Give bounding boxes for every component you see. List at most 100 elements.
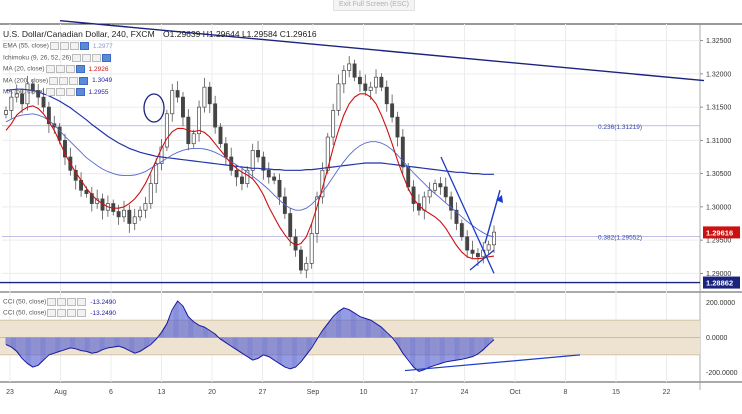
candle-body (486, 244, 491, 251)
candle-body (4, 110, 8, 115)
gear-icon[interactable] (57, 298, 67, 306)
cci-legend-value: -13.2490 (90, 309, 117, 317)
candle-body (272, 176, 277, 181)
eye-icon[interactable] (47, 309, 57, 317)
candle-body (374, 76, 378, 88)
candle-body (148, 183, 153, 204)
close-icon[interactable] (92, 53, 102, 62)
indicator-label: MA (50, close) (3, 88, 45, 96)
x-tick-label: 13 (158, 389, 166, 396)
indicator-legend-row[interactable]: MA (20, close) 1.2926 (3, 65, 108, 73)
eye-icon[interactable] (45, 88, 55, 96)
candle-body (331, 110, 336, 138)
chart-header: U.S. Dollar/Canadian Dollar, 240, FXCM O… (3, 29, 317, 39)
exit-fullscreen-button[interactable]: Exit Full Screen (ESC) (333, 0, 415, 11)
close-icon[interactable] (67, 309, 77, 317)
close-icon[interactable] (65, 65, 75, 73)
candle-body (492, 231, 496, 246)
x-tick-label: 8 (564, 389, 568, 396)
candle-body (304, 263, 309, 271)
y-tick-label: 1.29000 (706, 271, 731, 278)
cci-legend-row[interactable]: CCI (50, close) -13.2490 (3, 309, 116, 317)
candle-body (427, 189, 432, 198)
candle-body (422, 196, 427, 211)
indicator-legend-row[interactable]: MA (50, close) 1.2955 (3, 88, 108, 96)
y-tick-label: 1.32000 (706, 71, 731, 78)
ma50-line (5, 113, 495, 238)
candle-body (46, 106, 51, 125)
candle-body (406, 166, 411, 188)
ma200-line (5, 88, 494, 175)
x-tick-label: 10 (360, 389, 368, 396)
candle-body (143, 203, 148, 211)
indicator-label: MA (200, close) (3, 77, 49, 85)
gear-icon[interactable] (55, 88, 65, 96)
candle-body (41, 96, 46, 108)
more-icon[interactable] (79, 76, 89, 85)
x-tick-label: 15 (612, 389, 620, 396)
candle-body (116, 211, 121, 218)
candle-body (132, 216, 137, 224)
wedge-lower-line (469, 249, 495, 271)
cci-line (5, 300, 495, 372)
gear-icon[interactable] (55, 65, 65, 73)
gear-icon[interactable] (57, 309, 67, 317)
gear-icon[interactable] (59, 42, 69, 50)
eye-icon[interactable] (72, 53, 82, 62)
candle-body (197, 106, 202, 135)
candle-body (89, 193, 94, 204)
symbol-title: U.S. Dollar/Canadian Dollar, 240, FXCM (3, 29, 155, 39)
gear-icon[interactable] (82, 53, 92, 62)
eye-icon[interactable] (49, 42, 59, 50)
x-tick-label: 24 (461, 389, 469, 396)
indicator-legend-row[interactable]: EMA (55, close) 1.2977 (3, 42, 113, 50)
cci-legend-row[interactable]: CCI (50, close) -13.2490 (3, 298, 116, 306)
candle-body (277, 179, 282, 198)
eye-icon[interactable] (47, 298, 57, 306)
candle-body (309, 233, 314, 264)
more-icon[interactable] (75, 65, 85, 73)
cci-tick-label: 0.0000 (706, 335, 728, 342)
candle-body (352, 63, 357, 78)
candle-body (433, 183, 437, 191)
cci-divergence-line (404, 354, 581, 372)
indicator-legend-row[interactable]: Ichimoku (9, 26, 52, 26) (3, 53, 112, 62)
x-tick-label: 17 (410, 389, 418, 396)
more-icon[interactable] (77, 309, 87, 317)
close-icon[interactable] (65, 88, 75, 96)
candle-body (363, 83, 368, 91)
candle-body (384, 86, 389, 105)
eye-icon[interactable] (49, 76, 59, 85)
annotation-circle (143, 93, 165, 123)
close-icon[interactable] (69, 76, 79, 85)
eye-icon[interactable] (45, 65, 55, 73)
candle-body (357, 76, 362, 85)
y-tick-label: 1.29500 (706, 238, 731, 245)
y-tick-label: 1.31000 (706, 138, 731, 145)
ohlc-readout: O1.29639 H1.29644 L1.29584 C1.29616 (163, 29, 317, 39)
more-icon[interactable] (75, 88, 85, 96)
last-price-tag (703, 226, 740, 239)
candle-body (57, 126, 62, 141)
gear-icon[interactable] (59, 76, 69, 85)
close-icon[interactable] (67, 298, 77, 306)
candle-body (293, 236, 298, 251)
more-icon[interactable] (102, 53, 112, 62)
candle-body (181, 96, 185, 118)
indicator-legend-row[interactable]: MA (200, close) 1.3049 (3, 76, 112, 85)
x-tick-label: 22 (663, 389, 671, 396)
close-icon[interactable] (69, 42, 79, 50)
candle-body (84, 189, 89, 194)
x-tick-label: 20 (208, 389, 216, 396)
more-icon[interactable] (77, 298, 87, 306)
candle-body (438, 183, 443, 188)
candle-body (245, 169, 250, 184)
candle-body (240, 176, 244, 184)
more-icon[interactable] (79, 42, 89, 50)
candle-body (202, 86, 207, 108)
candle-body (207, 86, 212, 105)
candle-body (449, 196, 454, 211)
candle-body (36, 90, 41, 98)
candle-body (175, 90, 180, 98)
candle-body (379, 76, 384, 88)
